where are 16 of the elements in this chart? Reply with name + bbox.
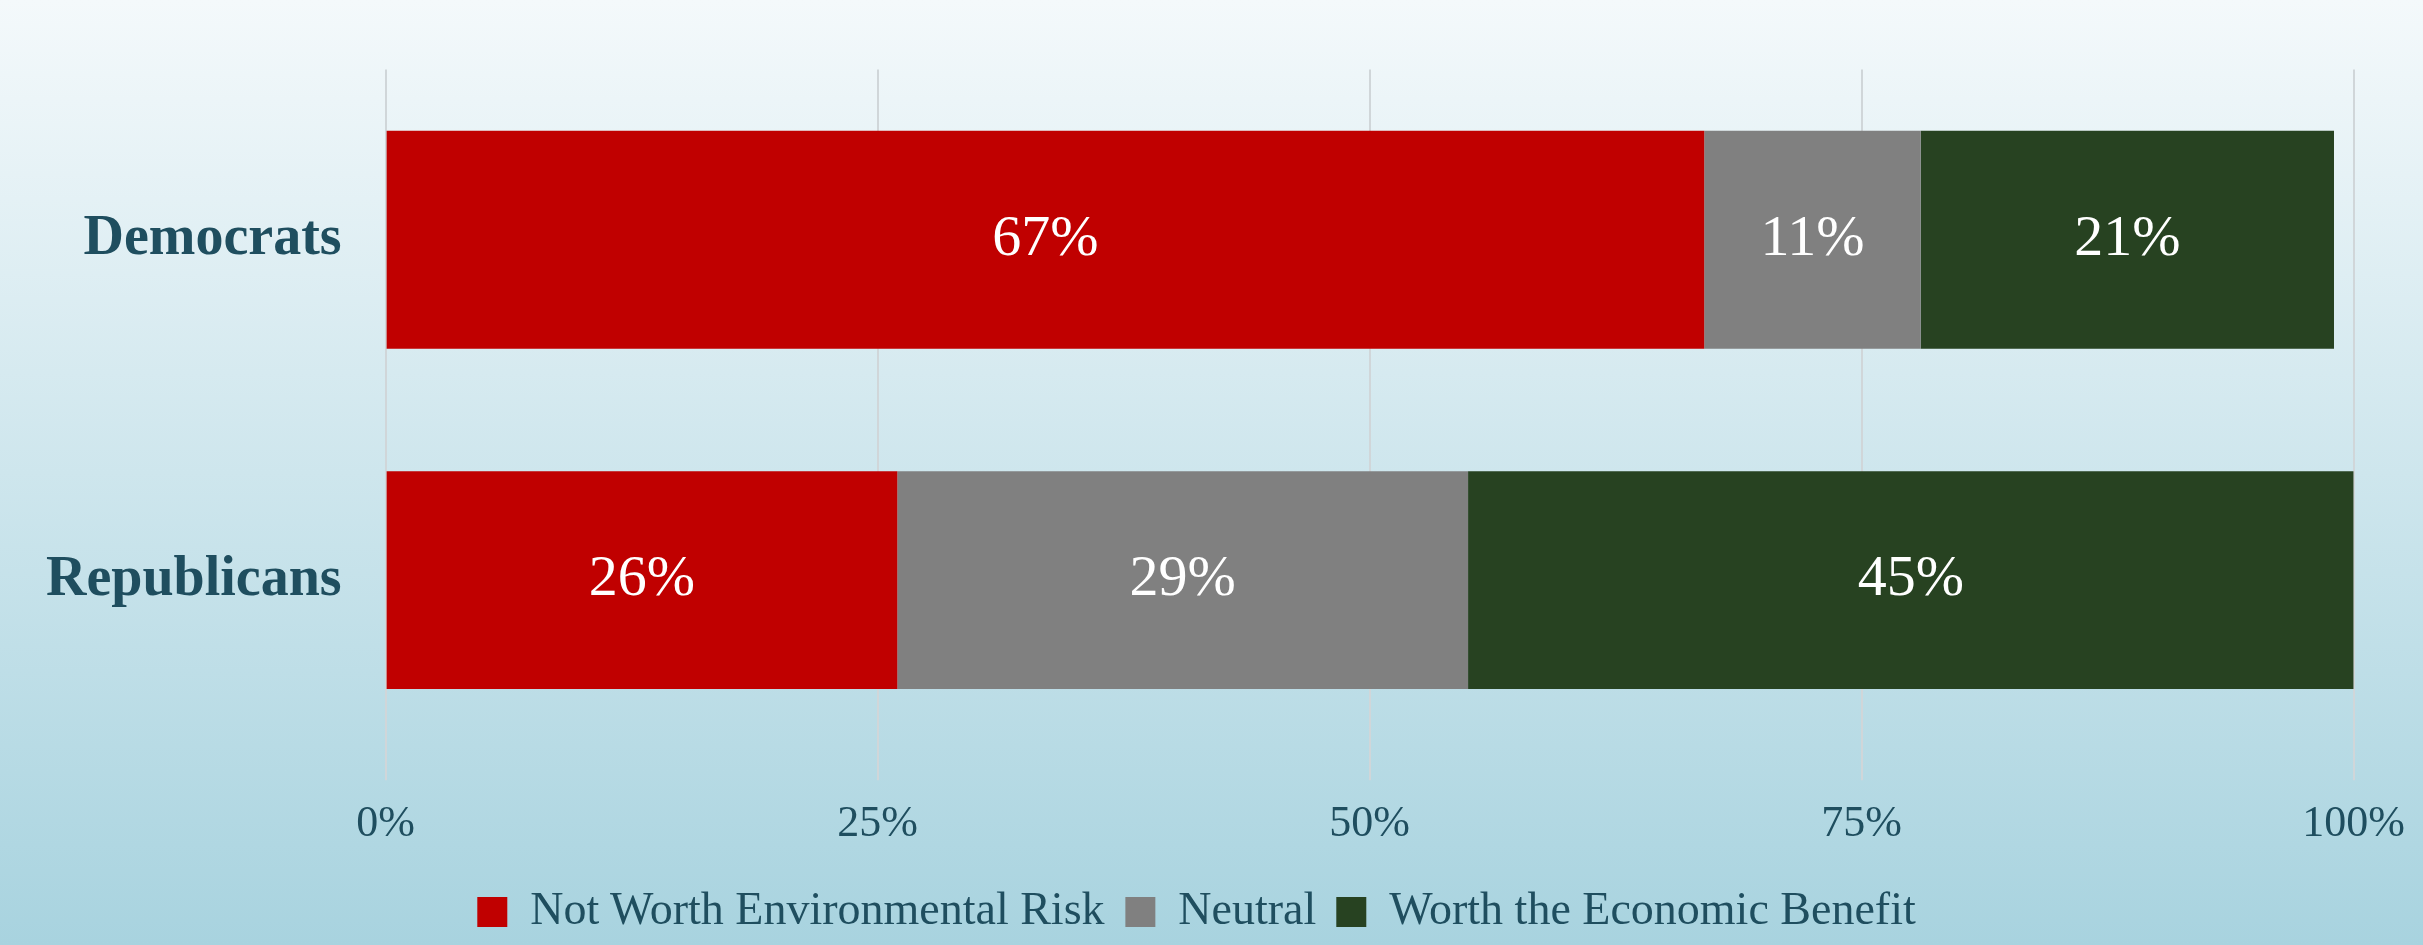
data-label: 26% bbox=[588, 543, 696, 609]
data-label: 11% bbox=[1760, 202, 1865, 268]
y-tick-label: Democrats bbox=[83, 204, 342, 267]
x-tick-label: 100% bbox=[2302, 797, 2405, 847]
legend-label: Not Worth Environmental Risk bbox=[530, 883, 1105, 935]
x-tick-label: 50% bbox=[1329, 797, 1410, 847]
legend-label: Worth the Economic Benefit bbox=[1389, 883, 1916, 935]
data-label: 29% bbox=[1129, 543, 1236, 609]
legend-label: Neutral bbox=[1178, 883, 1317, 935]
x-tick-label: 0% bbox=[356, 797, 415, 847]
x-tick-label: 25% bbox=[837, 797, 918, 847]
data-label: 67% bbox=[992, 202, 1099, 268]
x-tick-label: 75% bbox=[1821, 797, 1902, 847]
data-label: 45% bbox=[1857, 543, 1965, 609]
y-tick-label: Republicans bbox=[46, 544, 342, 607]
data-label: 21% bbox=[2074, 202, 2181, 268]
